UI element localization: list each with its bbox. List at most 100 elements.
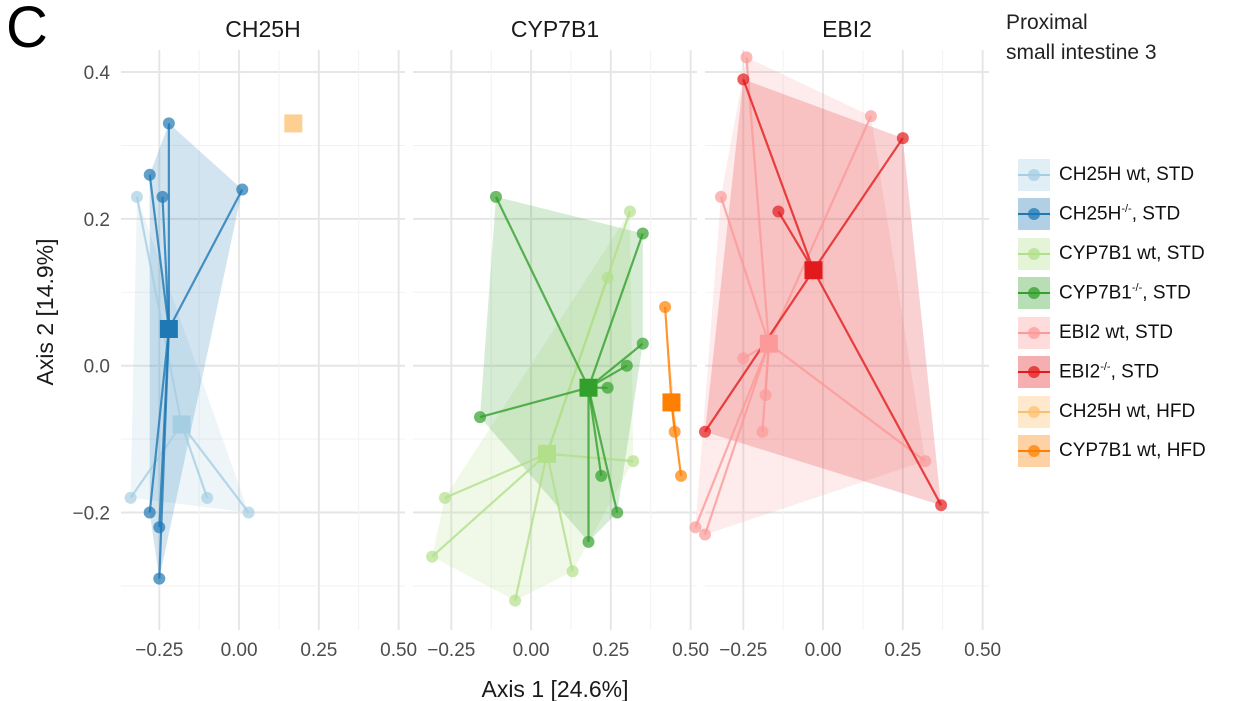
y-tick-label: 0.0 <box>84 357 110 378</box>
spoke-line <box>587 387 619 513</box>
legend-item: CH25H wt, STD <box>1018 155 1206 195</box>
spoke-line <box>761 343 770 432</box>
x-tick-label: 0.25 <box>884 640 921 661</box>
legend-label: CH25H wt, HFD <box>1059 400 1196 422</box>
data-point <box>659 300 672 313</box>
legend-key <box>1018 277 1050 310</box>
data-point <box>201 491 214 504</box>
data-point <box>601 381 614 394</box>
legend-label: CYP7B1 wt, HFD <box>1059 440 1206 462</box>
data-point <box>772 205 785 218</box>
spoke-line <box>719 196 770 345</box>
facet-title-cyp7b1: CYP7B1 <box>511 16 599 42</box>
data-point <box>153 521 166 534</box>
centroid-marker <box>172 415 191 434</box>
spoke-line <box>768 342 926 463</box>
convex-hull <box>480 196 643 542</box>
data-point <box>124 491 137 504</box>
spoke-line <box>663 306 673 403</box>
data-point <box>636 337 649 350</box>
data-point <box>236 183 249 196</box>
data-point <box>740 51 753 64</box>
data-point <box>636 227 649 240</box>
data-point <box>699 528 711 541</box>
data-point <box>474 411 487 424</box>
legend-label: CH25H-/-, STD <box>1059 203 1181 225</box>
legend-item: EBI2 wt, STD <box>1018 313 1206 353</box>
centroid-marker <box>579 378 598 397</box>
data-point <box>156 190 169 203</box>
data-point <box>601 271 614 284</box>
spoke-line <box>546 452 634 463</box>
spoke-line <box>812 269 943 506</box>
x-tick-label: 0.00 <box>805 640 842 661</box>
spoke-line <box>704 269 815 433</box>
spoke-line <box>703 343 770 535</box>
data-point <box>714 190 727 203</box>
data-point <box>509 594 522 607</box>
spoke-line <box>148 174 170 330</box>
data-point <box>426 550 439 563</box>
data-point <box>756 425 769 438</box>
data-point <box>438 491 451 504</box>
title-line-2: small intestine 3 <box>1006 41 1157 64</box>
spoke-line <box>444 452 548 499</box>
data-point <box>489 190 502 203</box>
convex-hull <box>665 307 681 476</box>
spoke-line <box>514 453 549 601</box>
legend-item: CYP7B1 wt, STD <box>1018 234 1206 274</box>
spoke-line <box>161 196 170 330</box>
data-point <box>595 469 608 482</box>
x-tick-label: −0.25 <box>719 640 767 661</box>
data-point <box>611 506 624 519</box>
legend-item: EBI2-/-, STD <box>1018 353 1206 393</box>
data-point <box>699 425 711 438</box>
spoke-line <box>180 424 209 499</box>
x-tick-label: 0.50 <box>964 640 1001 661</box>
legend-key <box>1018 316 1050 349</box>
data-point <box>864 110 877 123</box>
data-point <box>242 506 255 519</box>
convex-hull <box>695 57 926 535</box>
convex-hull <box>432 211 634 601</box>
facet-title-ch25h: CH25H <box>225 16 300 42</box>
x-tick-label: 0.50 <box>380 640 417 661</box>
spoke-line <box>767 115 872 345</box>
legend-key <box>1018 198 1050 231</box>
centroid-marker <box>662 393 681 412</box>
legend-label: EBI2 wt, STD <box>1059 321 1174 343</box>
x-axis-title: Axis 1 [24.6%] <box>481 676 628 701</box>
centroid-marker <box>159 319 178 338</box>
data-point <box>143 168 156 181</box>
centroid-marker <box>804 261 823 280</box>
data-point <box>668 425 681 438</box>
data-point <box>759 389 772 402</box>
y-axis-title: Axis 2 [14.9%] <box>32 238 58 385</box>
x-tick-label: −0.25 <box>135 640 183 661</box>
data-point <box>627 455 640 468</box>
spoke-line <box>494 196 590 389</box>
data-point <box>623 205 636 218</box>
spoke-line <box>587 233 644 389</box>
legend-item: CH25H wt, HFD <box>1018 392 1206 432</box>
spoke-line <box>745 57 770 344</box>
spoke-line <box>587 342 644 389</box>
y-tick-label: −0.2 <box>72 504 110 525</box>
centroid-marker <box>284 114 303 133</box>
data-point <box>566 565 579 578</box>
convex-hull <box>130 196 249 513</box>
data-point <box>689 521 702 534</box>
legend-key <box>1018 237 1050 270</box>
legend-label: CYP7B1-/-, STD <box>1059 282 1191 304</box>
legend-item: CYP7B1-/-, STD <box>1018 274 1206 314</box>
x-tick-label: 0.50 <box>672 640 709 661</box>
data-point <box>737 352 750 365</box>
x-tick-label: 0.00 <box>221 640 258 661</box>
spoke-line <box>694 343 770 528</box>
figure-title: Proximal small intestine 3 <box>1006 8 1157 68</box>
spoke-line <box>587 387 603 476</box>
data-point <box>896 132 909 145</box>
spoke-line <box>167 188 244 330</box>
y-tick-label: 0.4 <box>84 63 111 84</box>
